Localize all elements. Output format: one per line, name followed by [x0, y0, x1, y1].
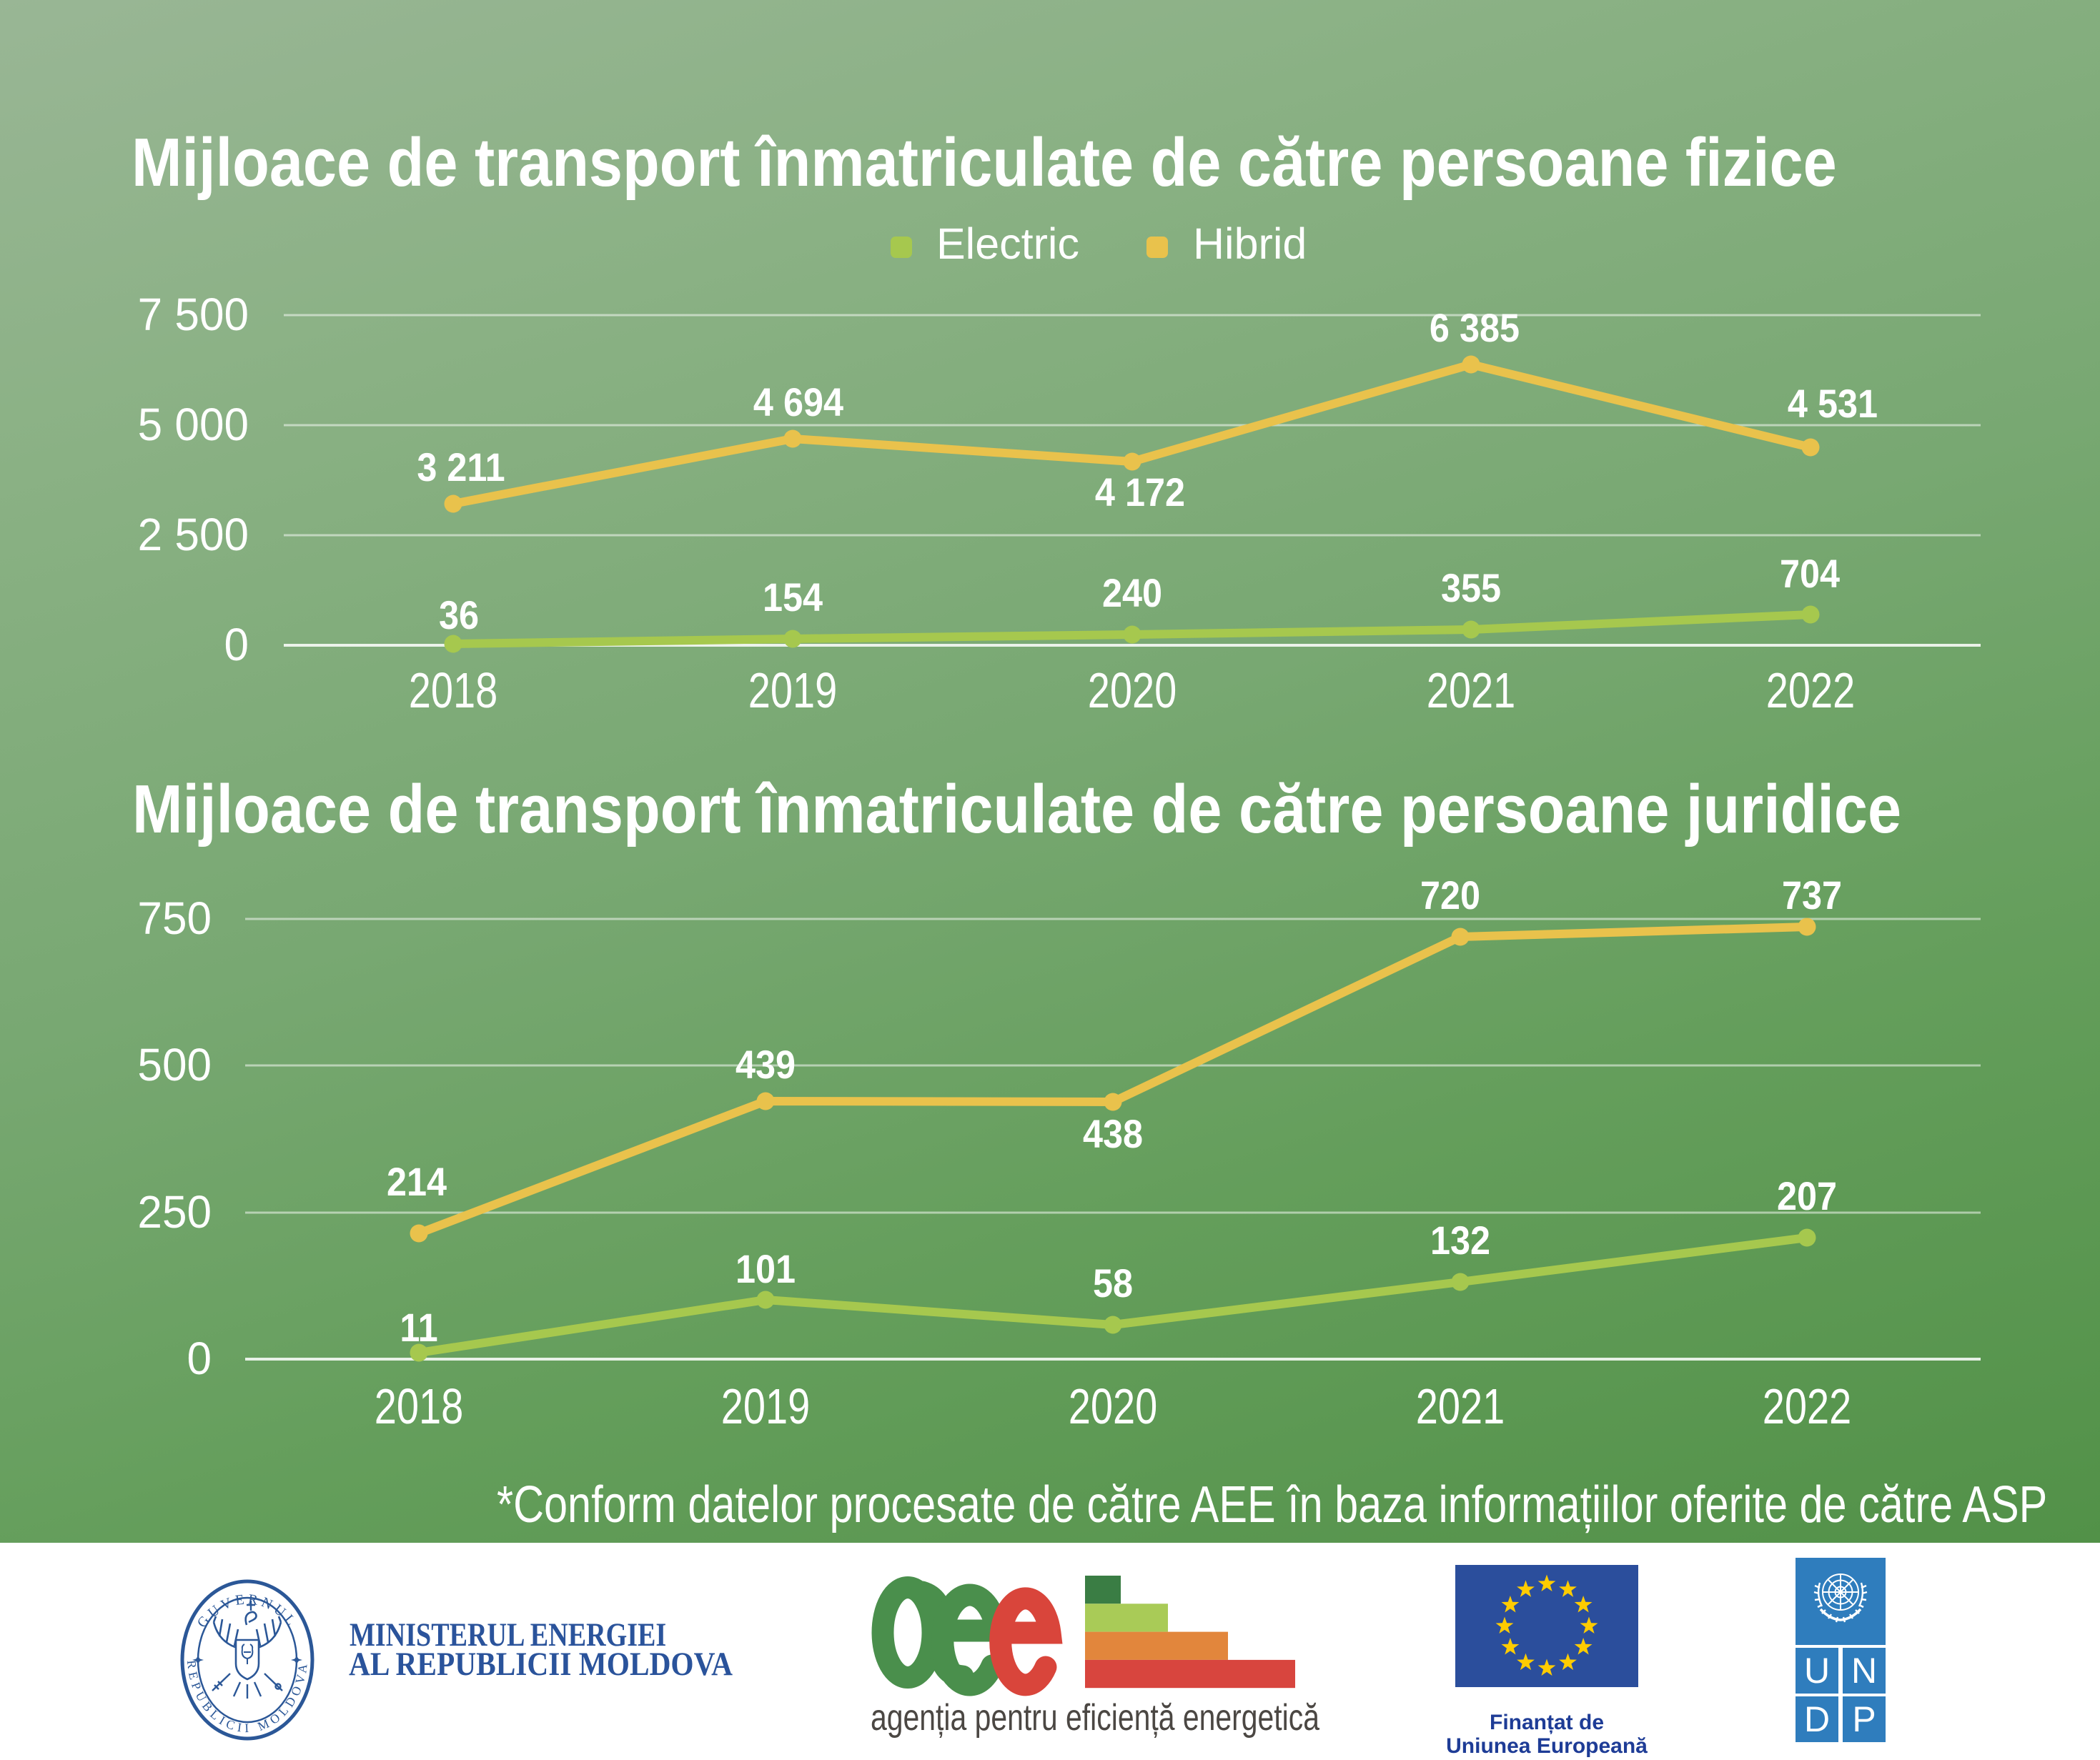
svg-text:N: N	[1851, 1651, 1877, 1691]
svg-text:D: D	[1804, 1699, 1830, 1739]
svg-text:P: P	[1852, 1699, 1876, 1739]
svg-text:U: U	[1804, 1651, 1830, 1691]
